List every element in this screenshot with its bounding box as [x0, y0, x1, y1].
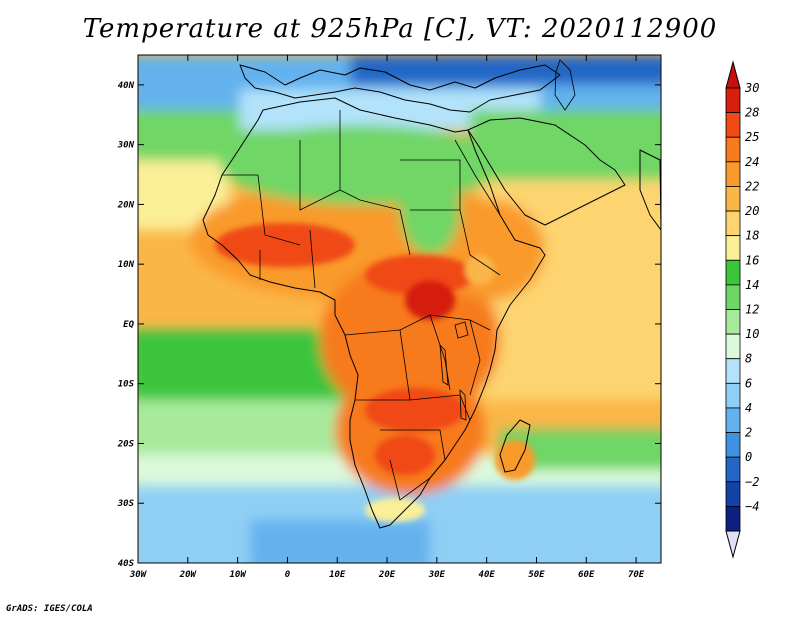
- y-tick-label: 10N: [118, 260, 135, 270]
- colorbar-swatch: [725, 333, 741, 360]
- y-tick-label: 30S: [117, 499, 135, 509]
- sahel-hot-east: [365, 255, 475, 295]
- colorbar-label: 6: [745, 376, 752, 390]
- colorbar-label: 10: [745, 327, 759, 341]
- x-tick-label: 10W: [229, 570, 247, 580]
- colorbar-swatch: [725, 161, 741, 187]
- europe-coastline: [239, 64, 561, 113]
- colorbar-label: 4: [745, 401, 752, 415]
- cape-cool: [365, 498, 425, 522]
- colorbar-label: 30: [744, 81, 759, 95]
- x-tick-label: 30E: [428, 570, 446, 580]
- x-axis: 30W 20W 10W 0 10E 20E 30E 40E 50E 60E 70E: [129, 55, 645, 580]
- x-tick-label: 70E: [628, 570, 645, 580]
- south-band-deepblue: [250, 520, 430, 563]
- x-tick-label: 60E: [578, 570, 595, 580]
- india-coastline: [639, 149, 661, 231]
- colorbar-swatch: [725, 382, 741, 409]
- y-tick-label: 20S: [117, 439, 135, 449]
- map-title: Temperature at 925hPa [C], VT: 202011290…: [82, 14, 718, 44]
- x-tick-label: 50E: [528, 570, 545, 580]
- congo-hot: [405, 280, 455, 320]
- y-tick-label: 30N: [117, 141, 135, 151]
- arabia-green: [470, 110, 661, 180]
- colorbar-label: 22: [745, 179, 759, 193]
- x-tick-label: 10E: [329, 570, 346, 580]
- x-tick-label: 0: [285, 570, 291, 580]
- colorbar-swatch: [725, 112, 741, 138]
- colorbar-swatch: [725, 259, 741, 286]
- zambia-hot: [365, 388, 465, 432]
- y-tick-label: 40S: [118, 559, 135, 569]
- colorbar-label: 14: [745, 278, 759, 292]
- colorbar-swatch: [725, 235, 741, 261]
- lake-tanganyika: [439, 343, 449, 386]
- plot-frame: [137, 54, 662, 564]
- colorbar-label: −2: [745, 475, 759, 489]
- colorbar-swatch: [725, 505, 741, 532]
- colorbar-swatch: [725, 481, 741, 507]
- colorbar-swatch: [725, 309, 741, 335]
- sahara-green: [220, 125, 500, 205]
- credit-text: GrADS: IGES/COLA: [6, 604, 93, 614]
- colorbar-underflow-triangle: [725, 530, 741, 559]
- y-axis: 40N 30N 20N 10N EQ 10S 20S 30S 40S: [117, 81, 661, 569]
- x-tick-label: 40E: [479, 570, 496, 580]
- ethiopia-cool: [465, 255, 495, 285]
- colorbar-label: 8: [745, 352, 752, 366]
- madagascar-coastline: [499, 419, 531, 473]
- colorbar-label: 2: [745, 426, 752, 440]
- x-tick-label: 20W: [179, 570, 198, 580]
- colorbar-swatch: [725, 210, 741, 237]
- colorbar-swatch: [725, 358, 741, 384]
- colorbar-swatch: [725, 432, 741, 458]
- colorbar-swatch: [725, 456, 741, 483]
- lake-malawi: [459, 388, 467, 421]
- colorbar-label: 16: [745, 253, 759, 267]
- red-sea: [454, 139, 501, 216]
- north-deep-band: [350, 55, 661, 85]
- lake-victoria: [454, 321, 469, 339]
- arabia-coastline: [467, 117, 626, 226]
- colorbar-label: 20: [745, 204, 759, 218]
- border-lines-north: [222, 110, 501, 289]
- colorbar-label: 18: [745, 229, 759, 243]
- country-borders: [222, 59, 576, 501]
- y-tick-label: 10S: [118, 380, 135, 390]
- y-tick-label: 40N: [118, 81, 135, 91]
- x-tick-label: 20E: [378, 570, 396, 580]
- colorbar-swatch: [725, 407, 741, 433]
- botswana-hot: [375, 435, 435, 475]
- y-tick-label: EQ: [123, 320, 134, 330]
- colorbar-overflow-triangle: [725, 60, 741, 89]
- caspian-sea: [554, 59, 576, 111]
- y-tick-label: 20N: [117, 200, 135, 210]
- colorbar-label: 24: [745, 155, 759, 169]
- colorbar-swatch: [725, 136, 741, 163]
- colorbar-label: 25: [745, 130, 759, 144]
- colorbar-swatch: [725, 186, 741, 212]
- colorbar-label: 12: [745, 303, 759, 317]
- colorbar-label: −4: [745, 499, 759, 513]
- africa-coastline: [202, 97, 546, 529]
- x-tick-label: 30W: [129, 570, 148, 580]
- colorbar-label: 0: [745, 450, 752, 464]
- colorbar-swatch: [725, 87, 741, 114]
- temperature-field: [138, 55, 661, 563]
- sahel-hot-west: [215, 223, 355, 267]
- coastlines: [202, 64, 661, 529]
- colorbar-label: 28: [745, 106, 759, 120]
- colorbar-swatch: [725, 284, 741, 310]
